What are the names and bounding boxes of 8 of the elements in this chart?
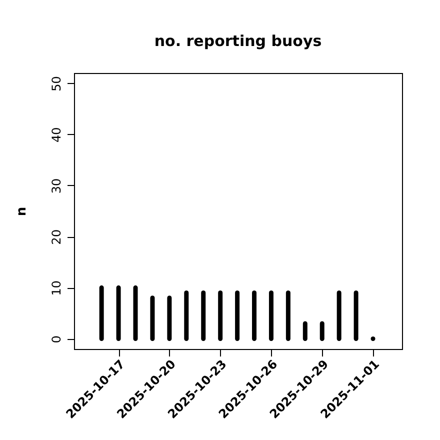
- y-tick-label: 40: [50, 127, 64, 142]
- y-tick-label: 10: [50, 280, 64, 296]
- y-tick-label: 30: [50, 178, 64, 194]
- y-axis-title: n: [14, 206, 30, 216]
- y-tick-label: 50: [50, 76, 64, 92]
- y-tick-label: 20: [50, 229, 64, 245]
- y-tick-label: 0: [50, 335, 64, 344]
- chart-title: no. reporting buoys: [154, 32, 322, 50]
